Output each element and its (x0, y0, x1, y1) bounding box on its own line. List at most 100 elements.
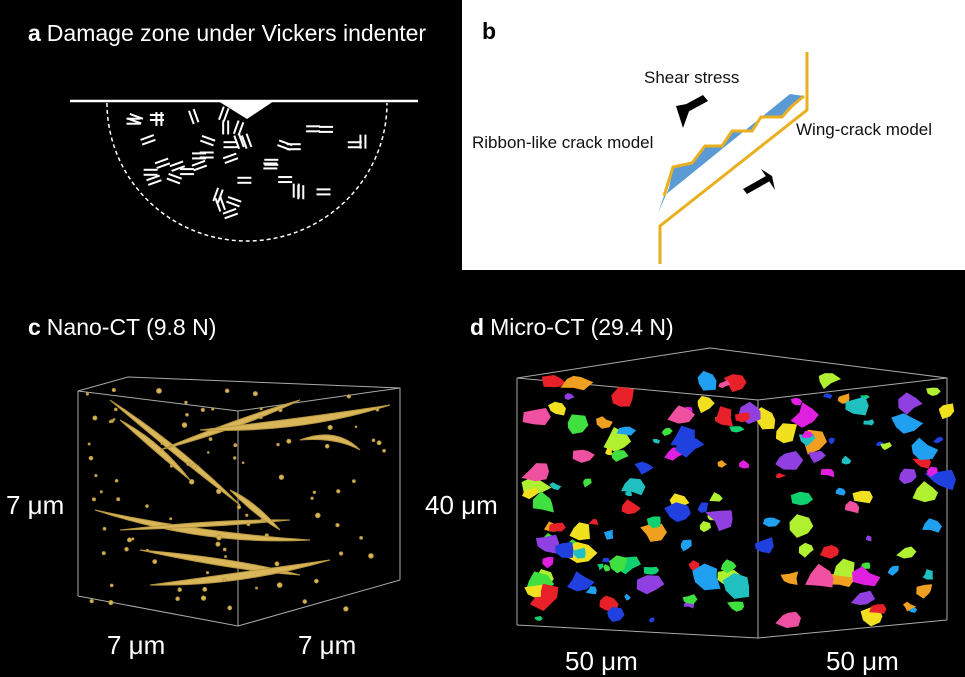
micro-ct-width-label: 50 μm (565, 646, 638, 676)
nano-crack-speck (87, 442, 91, 446)
micro-crack-blob (705, 510, 733, 532)
nano-crack-strand (119, 519, 291, 531)
nano-crack-speck (109, 583, 114, 588)
micro-crack-blob (789, 514, 814, 538)
micro-crack-blob (709, 492, 723, 502)
microcrack-dash (222, 152, 237, 160)
panel-d-letter: d (470, 314, 485, 340)
micro-crack-blob (585, 586, 597, 595)
micro-crack-blob (863, 419, 875, 426)
micro-crack-blob (560, 375, 594, 391)
microcrack-dash (224, 157, 239, 164)
micro-crack-blob (841, 455, 852, 465)
nano-crack-speck (85, 392, 89, 396)
wing-crack-main (658, 52, 809, 264)
micro-crack-blob (611, 450, 629, 462)
nano-crack-speck (102, 526, 107, 531)
nano-crack-speck (216, 534, 222, 541)
micro-crack-blob (611, 386, 634, 407)
damage-zone-diagram (70, 99, 418, 242)
micro-crack-blob (775, 473, 787, 479)
nano-crack-speck (302, 599, 308, 604)
nano-crack-speck (169, 517, 173, 521)
nano-crack-speck (354, 425, 358, 429)
nano-crack-speck (246, 522, 251, 527)
nano-crack-speck (343, 606, 349, 612)
micro-crack-blob (604, 529, 614, 540)
nano-crack-speck (338, 551, 344, 556)
nano-crack-speck (278, 408, 283, 413)
microcrack-dash (226, 200, 240, 208)
microcrack-dash (224, 212, 239, 220)
microcrack-dash (166, 177, 181, 185)
micro-crack-blob (775, 611, 801, 629)
nano-crack-speck (245, 513, 249, 517)
micro-crack-blob (903, 601, 917, 612)
nano-ct-render (77, 376, 401, 627)
micro-crack-blob (564, 392, 575, 400)
micro-crack-blob (739, 460, 750, 469)
microcrack-dash (199, 139, 214, 147)
micro-crack-blob (542, 557, 554, 569)
micro-crack-blob (828, 437, 835, 445)
nano-crack-speck (91, 497, 96, 502)
nano-crack-speck (216, 488, 222, 494)
nano-ct-depth-label: 7 μm (298, 630, 357, 660)
microcrack-dash (222, 107, 230, 122)
micro-crack-blob (625, 491, 632, 497)
micro-crack-blob (723, 374, 747, 393)
microcrack-dash (278, 139, 293, 147)
nano-crack-speck (233, 443, 238, 448)
panel-b: b Shear stress Ribbon-like crack model W… (462, 0, 965, 270)
panel-d-title: d Micro-CT (29.4 N) (470, 314, 674, 341)
micro-crack-blob (554, 542, 574, 558)
microcrack-dash (277, 144, 291, 151)
microcrack-dash (232, 120, 240, 135)
micro-crack-blob (714, 406, 733, 427)
micro-crack-blob (573, 547, 586, 559)
micro-crack-blob (524, 584, 543, 598)
micro-crack-blob (607, 441, 618, 448)
wing-crack-upper (662, 94, 805, 197)
micro-crack-blob (532, 491, 554, 513)
micro-crack-blob (823, 393, 833, 399)
nano-crack-speck (232, 456, 237, 460)
panel-a-title-text: Damage zone under Vickers indenter (46, 20, 427, 46)
panel-a-letter: a (28, 20, 41, 46)
micro-crack-blob (869, 604, 887, 614)
micro-crack-blob (775, 423, 797, 444)
nano-crack-strand (199, 404, 391, 431)
panel-b-letter: b (482, 18, 497, 44)
micro-crack-blob (887, 565, 899, 576)
micro-crack-blob (820, 545, 839, 559)
nano-crack-strand (299, 434, 361, 451)
nano-crack-speck (112, 418, 116, 421)
micro-crack-blob (780, 571, 799, 585)
micro-crack-blob (596, 416, 613, 429)
nano-crack-speck (260, 518, 265, 522)
micro-crack-blob (899, 468, 917, 485)
micro-crack-blob (922, 518, 942, 533)
nano-crack-speck (200, 595, 207, 601)
nano-crack-speck (101, 551, 106, 556)
micro-crack-blob (805, 563, 834, 588)
micro-crack-blob (664, 502, 691, 523)
micro-crack-blob (790, 397, 803, 406)
micro-crack-blob (801, 430, 814, 438)
micro-crack-blob (911, 437, 939, 460)
micro-crack-blob (697, 370, 717, 391)
nano-crack-speck (184, 400, 188, 405)
panel-c-title: c Nano-CT (9.8 N) (28, 314, 216, 341)
panel-a: a Damage zone under Vickers indenter (0, 0, 460, 270)
nano-crack-speck (312, 490, 317, 494)
panel-a-title: a Damage zone under Vickers indenter (28, 20, 426, 47)
micro-crack-blob (762, 517, 781, 527)
micro-crack-blob (675, 437, 705, 458)
micro-crack-blob (845, 396, 869, 416)
microcrack-dash (240, 135, 248, 149)
micro-crack-blob (938, 403, 955, 420)
nano-crack-speck (177, 587, 182, 592)
nano-ct-height-label: 7 μm (6, 490, 65, 520)
damage-zone-boundary (106, 102, 388, 242)
crack-model-diagram (658, 52, 809, 264)
